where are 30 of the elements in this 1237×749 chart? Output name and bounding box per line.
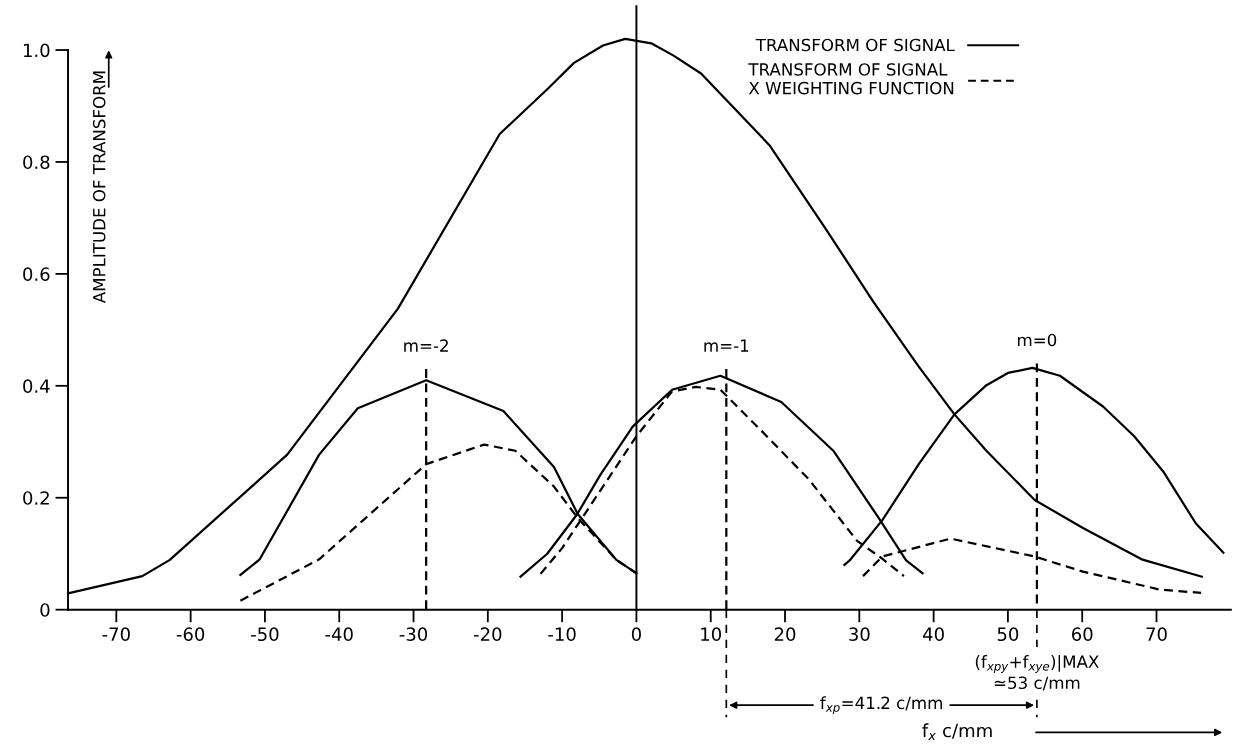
x-tick-label: 40 [923,627,944,642]
x-tick-label: -30 [399,627,428,642]
x-tick-label: -40 [325,627,353,642]
text: f$_{xp}$=41.2 c/mm [820,696,942,715]
y-tick-label: 1.0 [23,43,50,58]
legend-label: TRANSFORM OF SIGNAL X WEIGHTING FUNCTION [748,63,954,95]
x-tick-label: 10 [701,627,722,642]
x-tick-label: -50 [251,627,279,642]
text: (f$_{xpy}$+f$_{xye}$)|MAX ≃53 c/mm [975,655,1099,691]
x-tick-label: -70 [102,627,130,642]
annotation: m=-1 [704,339,749,352]
annotation: m=0 [1018,333,1057,347]
y-axis-title: AMPLITUDE OF TRANSFORM [92,71,106,304]
x-tick-label: 70 [1146,627,1167,642]
y-tick-label: 0.6 [23,267,50,281]
x-tick-label: 50 [997,627,1019,642]
x-tick-label: 30 [849,627,870,642]
annotation: m=-2 [404,339,448,352]
y-tick-label: 0.8 [23,155,50,170]
x-tick-label: 0 [631,627,641,642]
x-tick-label: -10 [548,627,576,642]
x-tick-label: 60 [1071,627,1093,642]
x-tick-label: -60 [176,627,205,642]
x-tick-label: -20 [473,627,502,642]
legend-label: TRANSFORM OF SIGNAL [755,38,955,52]
y-tick-label: 0 [40,603,50,617]
y-tick-label: 0.4 [23,379,50,393]
y-tick-label: 0.2 [23,491,49,505]
x-axis-title: f$_{x}$ c/mm [922,723,992,740]
x-tick-label: 20 [774,627,796,642]
